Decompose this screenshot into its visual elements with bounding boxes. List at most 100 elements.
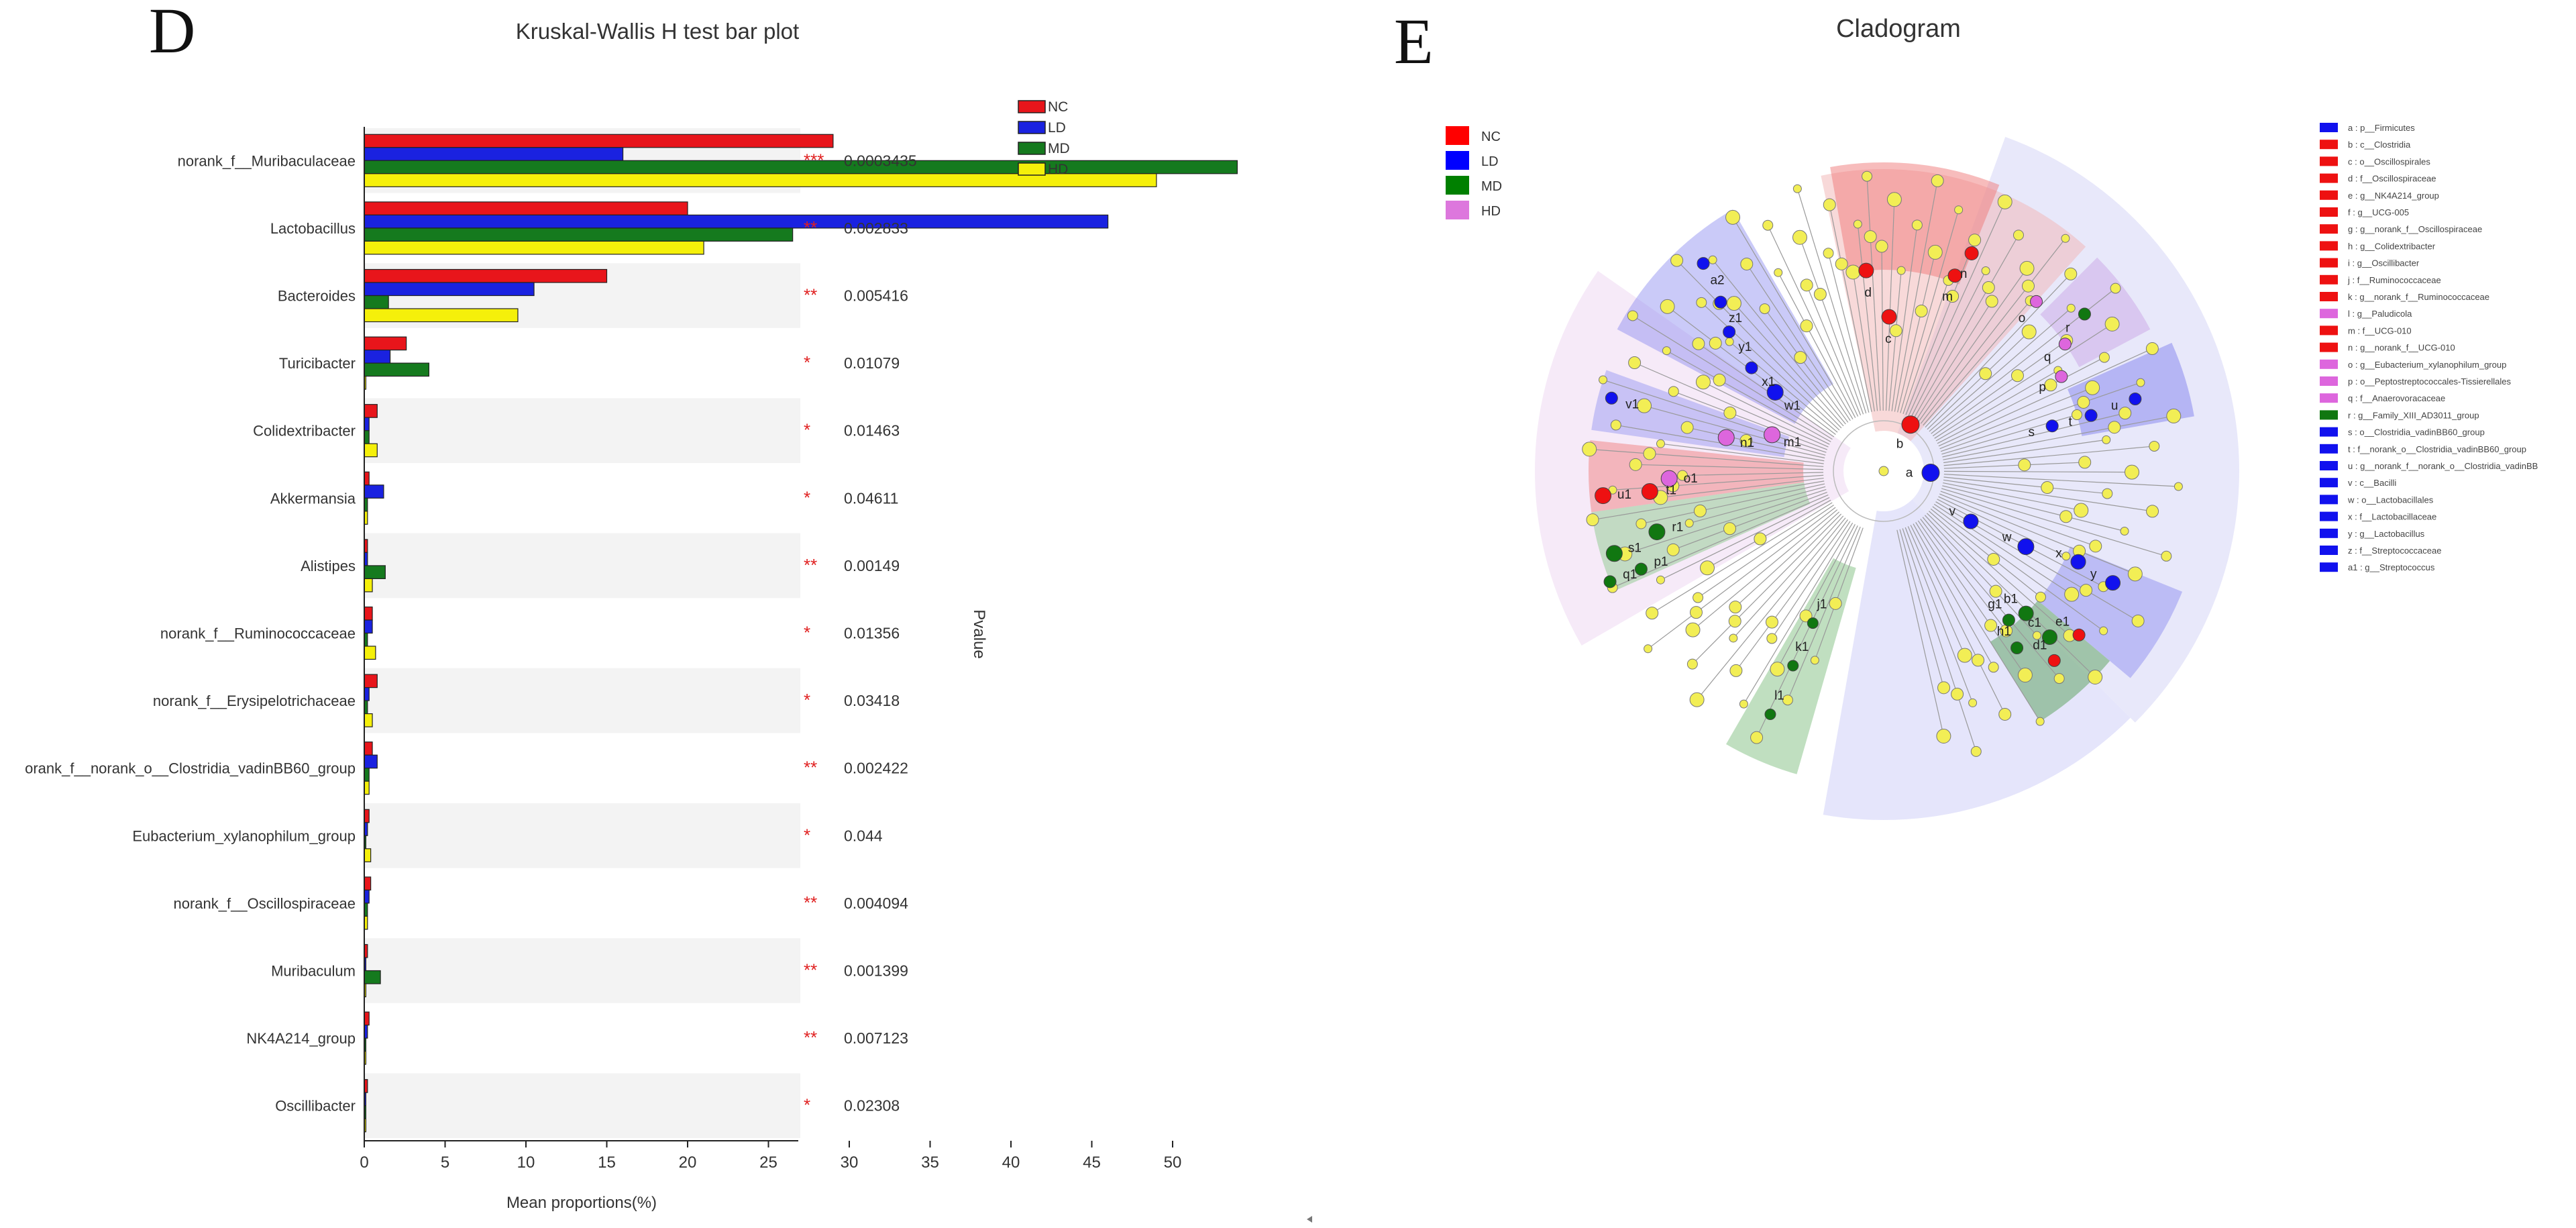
leaf-node [1875, 240, 1888, 253]
clade-label-p1: p1 [1654, 555, 1668, 569]
tree-branch [1925, 273, 2072, 428]
tree-branch [1927, 331, 2030, 430]
tree-branch [1932, 340, 2068, 437]
internal-node [1765, 615, 1778, 629]
taxa-swatch [2320, 546, 2338, 555]
bar-nc [364, 606, 373, 621]
tree-branch [1939, 387, 2093, 450]
internal-node [1972, 654, 1985, 667]
pvalue-label: 0.03418 [844, 692, 900, 709]
category-label: Bacteroides [278, 288, 356, 305]
category-label: NK4A214_group [246, 1030, 356, 1047]
tree-branch [1943, 415, 2174, 460]
leaf-node [1729, 601, 1742, 614]
pvalue-label: 0.00149 [844, 557, 900, 574]
taxa-legend-item: j : f__Ruminococcaceae [2347, 275, 2441, 285]
leaf-node [2127, 566, 2143, 582]
panel-d-letter: D [149, 0, 195, 66]
leaf-node [1862, 170, 1873, 182]
tree-branch [1632, 315, 1833, 440]
taxa-swatch [2320, 224, 2338, 234]
tree-branch [1746, 264, 1851, 421]
leaf-node [2161, 550, 2172, 562]
x-tick-label: 10 [517, 1154, 535, 1172]
tree-branch [1634, 362, 1829, 448]
internal-node [1889, 324, 1902, 338]
bar-hd [364, 646, 376, 660]
category-labels: norank_f__Muribaculaceae Lactobacillus Bac… [25, 152, 356, 1114]
taxa-legend-item: t : f__norank_o__Clostridia_vadinBB60_gr… [2348, 444, 2526, 454]
bar-hd [364, 713, 373, 727]
clade-sector [2068, 342, 2194, 436]
tree-branch [1660, 477, 1824, 498]
taxa-swatch [2320, 207, 2338, 217]
tree-branch [1888, 270, 1902, 411]
leaf-node [2099, 626, 2108, 635]
clade-node-n1 [1717, 429, 1735, 446]
leaf-node [2074, 503, 2089, 518]
clade-node-q [2058, 338, 2072, 351]
clade-node-q1 [1603, 575, 1617, 589]
leaf-node [1931, 174, 1944, 187]
panel-d-bar-plot: D Kruskal-Wallis H test bar plot norank_… [25, 0, 1238, 1212]
tree-branch [1943, 446, 2155, 466]
pvalue-label: 0.01463 [844, 422, 900, 440]
clade-label-q1: q1 [1623, 568, 1637, 582]
row-band [364, 668, 800, 733]
leaf-node [1853, 219, 1862, 229]
bar-nc [364, 809, 370, 823]
leaf-node [2089, 540, 2102, 553]
leaf-node [1729, 633, 1738, 643]
taxa-legend-item: d : f__Oscillospiraceae [2348, 174, 2436, 184]
leaf-node [1927, 244, 1943, 260]
pvalue-label: 0.002422 [844, 760, 908, 777]
pvalue-label: 0.01356 [844, 625, 900, 642]
taxa-legend-item: h : g__Colidextribacter [2348, 241, 2436, 251]
leaf-node [1695, 374, 1711, 390]
x-tick-label: 20 [679, 1154, 697, 1172]
internal-node [1989, 584, 2002, 598]
category-label: Lactobacillus [270, 220, 356, 237]
taxa-swatch [2320, 190, 2338, 200]
significance-stars: ** [804, 217, 817, 238]
leaf-node [1666, 543, 1680, 556]
leaf-node [2032, 631, 2041, 640]
significance-stars: * [804, 1095, 810, 1115]
clade-label-q: q [2044, 350, 2051, 364]
leaf-node [2120, 527, 2129, 536]
legend-label-ld: LD [1048, 120, 1066, 136]
tree-branch [1913, 523, 1994, 668]
leaf-node [1686, 658, 1698, 670]
internal-node [1835, 257, 1848, 270]
taxa-legend-item: p : o__Peptostreptococcales-Tissierellal… [2348, 376, 2512, 387]
clade-label-y: y [2090, 568, 2097, 582]
leaf-node [2078, 456, 2092, 469]
taxa-legend-item: a1 : g__Streptococcus [2348, 562, 2435, 572]
legend-swatch-md [1018, 142, 1046, 155]
leaf-node [1627, 310, 1638, 321]
clade-label-s: s [2028, 425, 2035, 440]
internal-node [1946, 289, 1960, 303]
clade-node-l1 [1764, 709, 1776, 721]
leaf-node [2174, 482, 2183, 491]
bar-md [364, 227, 794, 242]
leaf-node [1886, 192, 1902, 207]
clade-node-j1 [1807, 617, 1819, 629]
bar-ld [364, 349, 391, 364]
tree-branch [1644, 405, 1826, 456]
taxa-legend-item: c : o__Oscillospirales [2348, 156, 2430, 166]
category-label: Oscillibacter [275, 1098, 356, 1115]
clade-node-u1 [1595, 487, 1612, 505]
clade-label-o1: o1 [1684, 472, 1698, 486]
clade-sector [2037, 546, 2183, 678]
leaf-node [2035, 717, 2045, 726]
leaf-node [2072, 409, 2083, 421]
leaf-node [1970, 746, 1982, 757]
taxa-legend-item: n : g__norank_f__UCG-010 [2348, 343, 2455, 353]
clade-label-d1: d1 [2033, 639, 2047, 653]
pvalue-label: 0.01079 [844, 354, 900, 372]
clade-node-o1 [1660, 470, 1678, 487]
x-tick-label: 40 [1002, 1154, 1020, 1172]
bar-nc [364, 1011, 370, 1026]
tree-branch [1897, 252, 1936, 413]
